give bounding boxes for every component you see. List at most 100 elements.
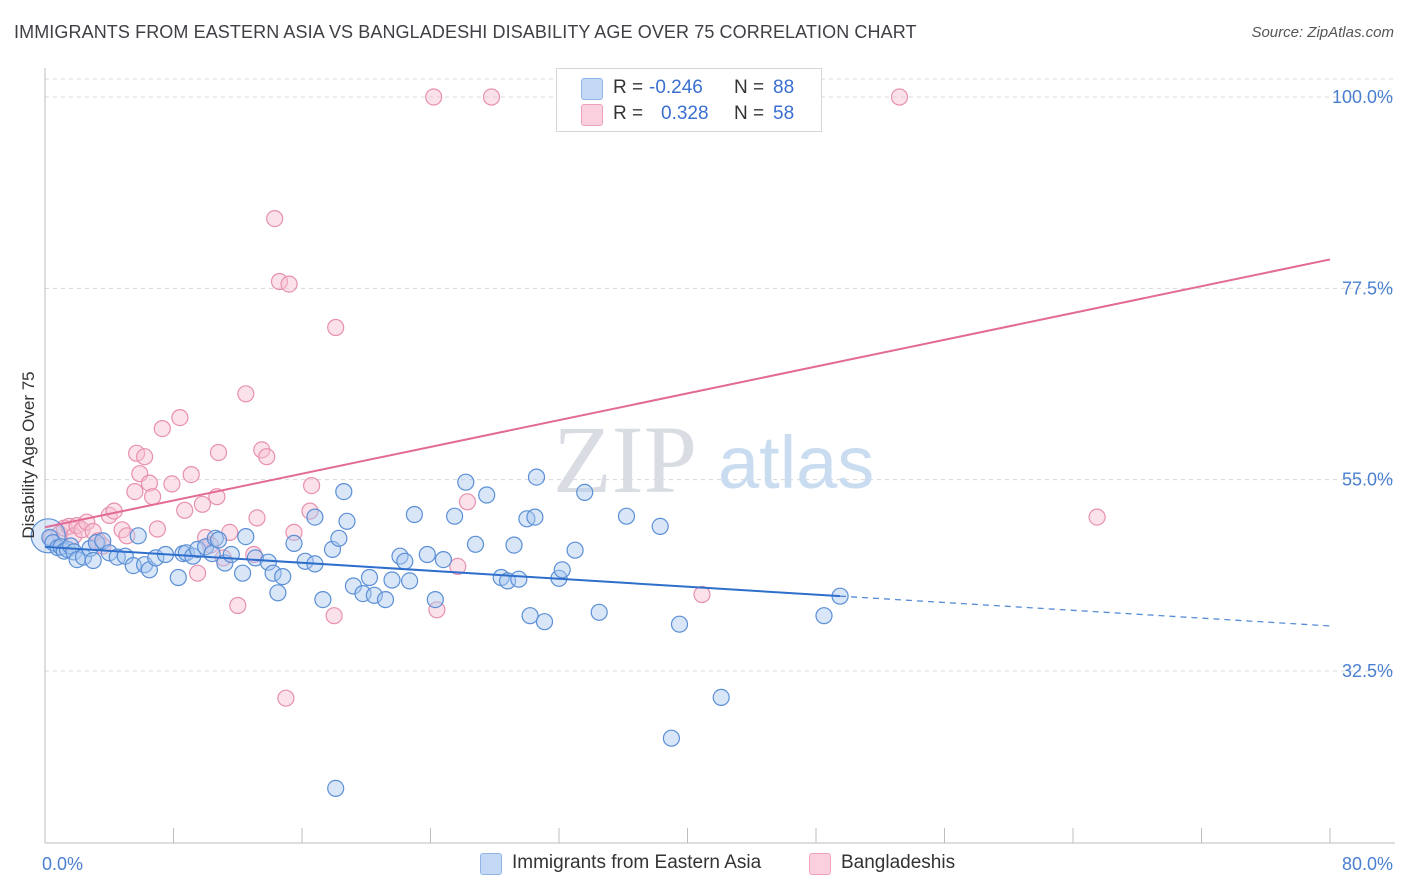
bangladeshi-points [42,88,1106,707]
eastern-asia-point [100,544,118,562]
legend-n-value: 88 [773,77,795,98]
eastern-asia-point [391,547,409,565]
eastern-asia-point [330,529,348,547]
bangladeshi-point [209,443,228,462]
y-tick-label: 32.5% [1342,661,1393,681]
bangladeshi-point [266,210,284,228]
x-tick-label: 80.0% [1342,854,1393,874]
eastern-asia-point [376,590,395,609]
eastern-asia-point [338,512,356,530]
legend-r-value: -0.246 [649,77,703,98]
bangladeshi-point [237,385,255,403]
eastern-asia-point [662,729,681,747]
bangladeshi-point [229,596,247,615]
bangladeshi-point [693,585,711,604]
eastern-asia-point [521,607,539,625]
bottom-legend-swatch-blue [480,853,502,875]
tick-labels: 100.0% 77.5% 55.0% 32.5% 0.0% 80.0% [42,87,1393,874]
eastern-asia-point [259,553,277,571]
bangladeshi-trend-line [44,258,1331,529]
eastern-asia-point [446,507,464,525]
bangladeshi-point [144,488,162,506]
eastern-asia-point [169,568,187,587]
eastern-asia-point [651,517,669,536]
y-tick-label: 100.0% [1332,87,1393,107]
eastern-asia-point [466,535,485,553]
legend-r-value: 0.328 [661,103,709,124]
eastern-asia-points [30,468,849,798]
eastern-asia-point [285,534,303,553]
bangladeshi-point [425,88,443,106]
y-axis-label: Disability Age Over 75 [19,371,38,538]
eastern-asia-point [84,551,102,570]
bangladeshi-point [449,557,467,576]
bangladeshi-point [303,477,321,495]
bangladeshi-point [153,420,171,438]
eastern-asia-point [526,508,544,526]
eastern-asia-point [535,613,554,631]
eastern-asia-point [396,552,414,570]
eastern-asia-point [434,550,452,569]
eastern-asia-point [815,607,833,625]
eastern-asia-point [670,615,689,633]
eastern-asia-point [553,561,571,579]
chart-title: IMMIGRANTS FROM EASTERN ASIA VS BANGLADE… [14,22,917,42]
bottom-legend-label: Immigrants from Eastern Asia [512,852,762,873]
watermark-atlas: atlas [718,421,874,504]
bangladeshi-point [140,474,158,492]
eastern-asia-point [264,564,282,582]
watermark-zip: ZIP [553,406,697,513]
bangladeshi-point [482,88,501,106]
eastern-asia-trend-extension [840,595,1331,627]
gridlines [45,78,1395,672]
source-label: Source: ZipAtlas.com [1251,24,1394,41]
eastern-asia-point [365,586,383,604]
eastern-asia-point [590,603,608,621]
eastern-asia-point [360,568,379,587]
bangladeshi-point [193,495,211,513]
eastern-asia-point [274,567,292,586]
legend-n-label: N = [734,103,765,124]
eastern-asia-point [383,571,401,589]
trend-lines [44,258,1331,627]
eastern-asia-trend-line [44,545,841,598]
eastern-asia-point [566,541,584,559]
bangladeshi-point [458,493,476,511]
bangladeshi-point [176,501,194,519]
eastern-asia-point [712,688,730,707]
eastern-asia-point [129,527,147,545]
axes [44,68,1395,844]
bangladeshi-point [248,509,266,527]
eastern-asia-point [426,590,444,609]
bottom-legend-label: Bangladeshis [841,852,956,873]
eastern-asia-point [306,508,324,526]
bangladeshi-point [136,448,154,466]
bangladeshi-point [163,475,181,493]
eastern-asia-point [405,505,423,524]
x-tick-label: 0.0% [42,854,83,874]
legend: R = -0.246 N = 88 R = 0.328 N = 58 [556,68,822,132]
eastern-asia-point [234,564,252,582]
eastern-asia-point [617,507,636,525]
eastern-asia-point [505,536,523,554]
eastern-asia-point [401,572,419,590]
eastern-asia-point [314,590,332,609]
eastern-asia-point [269,584,287,602]
bangladeshi-point [270,272,289,291]
bangladeshi-point [171,409,189,427]
bangladeshi-point [325,607,343,625]
eastern-asia-point [327,779,345,798]
bangladeshi-point [148,520,166,538]
bangladeshi-point [1088,508,1106,526]
bangladeshi-point [189,564,207,582]
legend-n-label: N = [734,77,765,98]
eastern-asia-point [222,545,240,564]
legend-swatch-pink [581,104,603,126]
legend-swatch-blue [581,78,603,100]
legend-r-label: R = [613,77,644,98]
bangladeshi-point [280,275,298,293]
eastern-asia-point [335,483,353,501]
bottom-legend-swatch-pink [809,853,831,875]
legend-n-value: 58 [773,103,795,124]
